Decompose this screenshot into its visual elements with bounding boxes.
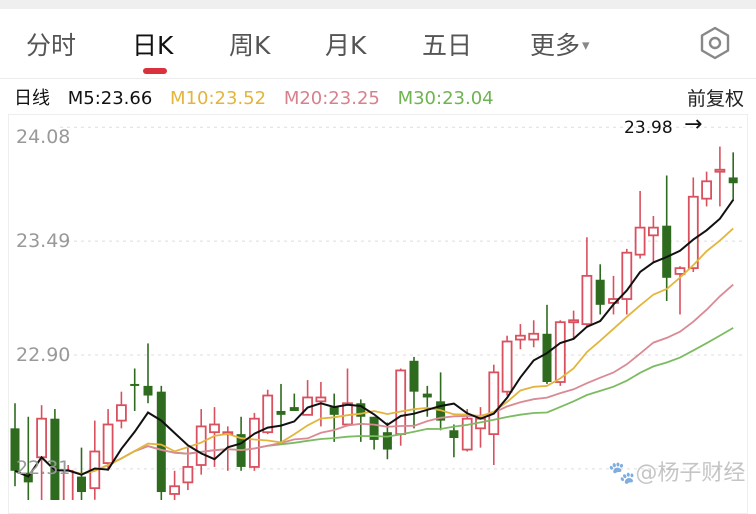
ma10-line [14,227,734,478]
candle-body [634,226,646,256]
candle-body [369,416,379,440]
candle-body [701,180,712,200]
candle-body [195,425,207,466]
candle-body [10,428,20,471]
candle-body [714,168,726,173]
candle-body [488,371,500,436]
candle-body [554,321,566,383]
ma5-line [14,199,735,478]
candle-body [182,466,194,484]
candle-body [621,251,633,300]
y-tick-label: 22.90 [16,344,71,366]
candle-body [329,407,339,415]
watermark-text: @杨子财经 [635,461,746,486]
candle-body [209,423,220,434]
candle-body [382,432,392,450]
candle-body [395,369,407,436]
candle-body [581,274,593,326]
tab-five-day[interactable]: 五日 [422,31,473,60]
candle-body [156,391,166,493]
watermark: 🐾@杨子财经 [608,455,745,487]
tab-daily-k[interactable]: 日K [132,31,174,60]
candle-body [262,394,274,434]
candle-body [449,430,459,438]
candle-body [501,340,513,393]
y-tick-label: 24.08 [16,126,71,148]
tab-more-label: 更多 [530,31,581,60]
candle-body [276,410,286,415]
candle-body [116,404,127,422]
divider [0,78,756,79]
candle-body [143,385,153,396]
ma10-value: M10:23.52 [170,88,267,109]
candle-body [568,319,579,324]
tab-more[interactable]: 更多 ▾ [530,26,590,62]
ma5-value: M5:23.66 [67,88,153,109]
kline-chart[interactable] [0,0,756,500]
candle-body [36,417,47,459]
candle-body [687,195,699,270]
candle-body [542,333,552,383]
candle-body [315,396,327,403]
candle-body [342,402,353,426]
active-tab-indicator [143,68,167,74]
candle-body [248,417,260,468]
candle-body [662,225,672,278]
candle-body [409,360,419,392]
candle-body [356,403,366,417]
period-tabs: 分时 日K 周K 月K 五日 更多 ▾ [0,18,756,74]
y-tick-label: 22.31 [16,457,71,479]
status-band [0,0,756,9]
candle-body [102,423,114,464]
candle-body [77,476,86,493]
candle-body [648,226,659,237]
tab-monthly-k[interactable]: 月K [325,31,367,60]
candle-body [422,393,432,398]
settings-icon[interactable] [698,26,732,60]
ma-legend: 日线 M5:23.66 M10:23.52 M20:23.25 M30:23.0… [14,84,506,109]
candle-body [528,332,540,341]
ma20-value: M20:23.25 [283,88,380,109]
candle-body [130,383,140,386]
tab-intraday[interactable]: 分时 [26,31,77,60]
caret-down-icon: ▾ [582,36,590,54]
period-label: 日线 [14,88,50,109]
tab-weekly-k[interactable]: 周K [229,31,271,60]
paw-icon: 🐾 [608,461,636,486]
ma30-value: M30:23.04 [397,88,494,109]
candle-body [515,334,526,341]
candle-body [595,279,605,305]
arrow-right-icon: → [684,112,703,137]
candle-body [728,177,738,184]
candle-body [674,267,686,275]
price-adjust-toggle[interactable]: 前复权 [686,88,744,110]
max-price-label: 23.98 [624,118,673,138]
candle-body [289,407,299,411]
candle-body [50,418,60,500]
y-tick-label: 23.49 [16,230,71,252]
candle-body [461,417,473,451]
candle-body [169,485,181,495]
